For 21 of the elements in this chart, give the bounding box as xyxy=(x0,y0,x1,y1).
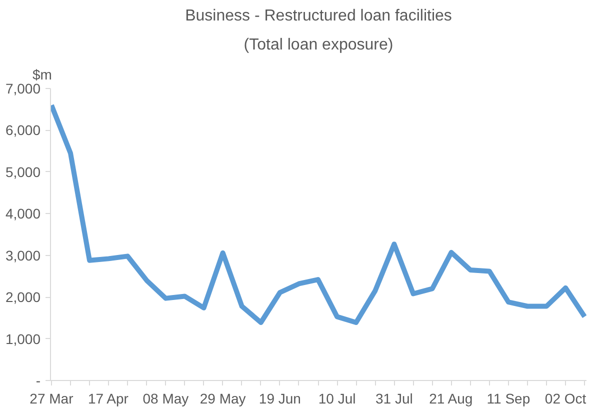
x-tick-label: 21 Aug xyxy=(429,390,473,406)
x-tick-label: 11 Sep xyxy=(486,390,530,406)
y-tick-label: - xyxy=(36,372,41,388)
x-tick-label: 31 Jul xyxy=(376,390,413,406)
x-tick-label: 10 Jul xyxy=(318,390,356,406)
y-tick-label: 3,000 xyxy=(5,247,41,264)
y-tick-label: 1,000 xyxy=(5,330,41,347)
y-tick-label: 5,000 xyxy=(5,164,41,180)
x-tick-label: 17 Apr xyxy=(88,390,129,406)
chart-title: Business - Restructured loan facilities xyxy=(185,8,452,24)
x-tick-label: 08 May xyxy=(142,390,189,406)
y-tick-label: 6,000 xyxy=(5,122,41,138)
x-tick-label: 02 Oct xyxy=(544,390,586,406)
x-tick-label: 19 Jun xyxy=(258,390,301,406)
x-tick-label: 29 May xyxy=(200,390,246,406)
y-tick-label: 2,000 xyxy=(5,289,41,306)
x-tick-label: 27 Mar xyxy=(30,390,74,406)
y-tick-label: 7,000 xyxy=(5,80,41,96)
chart-subtitle: (Total loan exposure) xyxy=(244,36,394,54)
y-axis-title: $m xyxy=(32,66,52,82)
y-tick-label: 4,000 xyxy=(5,206,41,222)
